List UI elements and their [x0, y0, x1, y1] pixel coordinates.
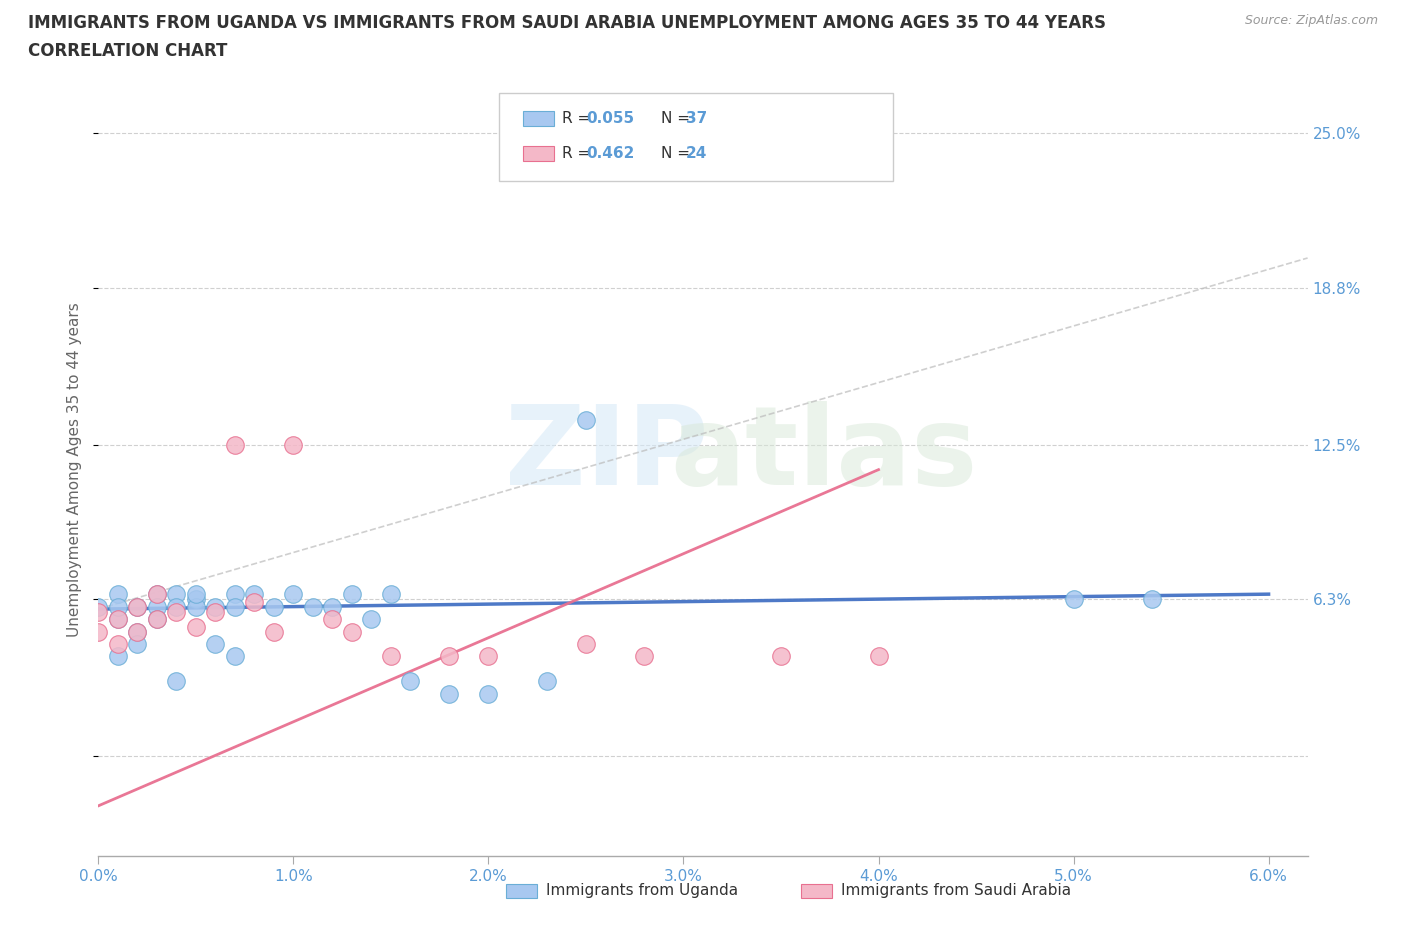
Point	[107, 636, 129, 651]
Point	[127, 624, 149, 639]
Point	[165, 604, 187, 619]
Point	[107, 612, 129, 627]
Text: 37: 37	[686, 111, 707, 126]
Text: 24: 24	[686, 146, 707, 161]
Point	[184, 591, 207, 606]
Point	[87, 599, 110, 614]
Text: ZIP: ZIP	[505, 401, 709, 508]
Point	[204, 599, 226, 614]
Point	[224, 649, 246, 664]
Point	[146, 599, 169, 614]
Point	[127, 599, 149, 614]
Text: N =: N =	[661, 111, 695, 126]
Point	[477, 649, 499, 664]
Point	[146, 612, 169, 627]
Point	[1063, 591, 1085, 606]
Point	[204, 636, 226, 651]
Point	[263, 624, 285, 639]
Text: R =: R =	[562, 146, 596, 161]
Point	[575, 412, 598, 427]
Point	[380, 649, 402, 664]
Point	[380, 587, 402, 602]
Text: atlas: atlas	[671, 401, 977, 508]
Point	[127, 636, 149, 651]
Point	[107, 612, 129, 627]
Text: N =: N =	[661, 146, 695, 161]
Point	[127, 599, 149, 614]
Point	[127, 624, 149, 639]
Point	[224, 587, 246, 602]
Point	[477, 686, 499, 701]
Point	[321, 599, 343, 614]
Point	[340, 624, 363, 639]
Text: CORRELATION CHART: CORRELATION CHART	[28, 42, 228, 60]
Point	[360, 612, 382, 627]
Point	[633, 649, 655, 664]
Point	[340, 587, 363, 602]
Point	[87, 604, 110, 619]
Point	[224, 437, 246, 452]
Point	[146, 587, 169, 602]
Point	[575, 636, 598, 651]
Point	[107, 599, 129, 614]
Text: Immigrants from Uganda: Immigrants from Uganda	[546, 884, 738, 898]
Point	[243, 594, 266, 609]
Point	[165, 587, 187, 602]
Point	[302, 599, 325, 614]
Point	[184, 619, 207, 634]
Point	[165, 674, 187, 689]
Point	[146, 612, 169, 627]
Point	[224, 599, 246, 614]
Point	[184, 587, 207, 602]
Point	[769, 649, 792, 664]
Text: IMMIGRANTS FROM UGANDA VS IMMIGRANTS FROM SAUDI ARABIA UNEMPLOYMENT AMONG AGES 3: IMMIGRANTS FROM UGANDA VS IMMIGRANTS FRO…	[28, 14, 1107, 32]
Point	[536, 674, 558, 689]
Text: 0.055: 0.055	[586, 111, 634, 126]
Point	[243, 587, 266, 602]
Text: Immigrants from Saudi Arabia: Immigrants from Saudi Arabia	[841, 884, 1071, 898]
Point	[439, 686, 461, 701]
Point	[107, 649, 129, 664]
Point	[165, 599, 187, 614]
Point	[868, 649, 890, 664]
Point	[204, 604, 226, 619]
Y-axis label: Unemployment Among Ages 35 to 44 years: Unemployment Among Ages 35 to 44 years	[67, 302, 83, 637]
Point	[184, 599, 207, 614]
Point	[146, 587, 169, 602]
Text: R =: R =	[562, 111, 596, 126]
Point	[439, 649, 461, 664]
Text: Source: ZipAtlas.com: Source: ZipAtlas.com	[1244, 14, 1378, 27]
Point	[1140, 591, 1163, 606]
Point	[107, 587, 129, 602]
Point	[321, 612, 343, 627]
Point	[283, 587, 305, 602]
Point	[263, 599, 285, 614]
Text: 0.462: 0.462	[586, 146, 634, 161]
Point	[87, 624, 110, 639]
Point	[283, 437, 305, 452]
Point	[399, 674, 422, 689]
